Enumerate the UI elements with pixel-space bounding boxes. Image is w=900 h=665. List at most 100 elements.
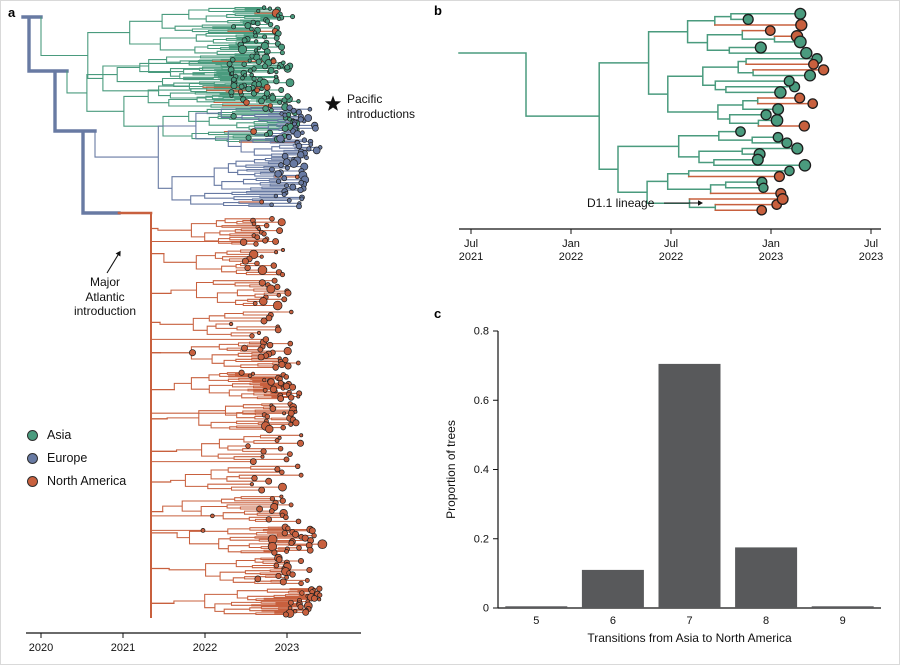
tree-tip — [297, 603, 304, 610]
tree-tip — [255, 58, 262, 65]
x-axis-tick-label: 2021 — [111, 642, 135, 654]
tree-tip — [284, 165, 290, 171]
x-axis-tick-year: 2022 — [659, 251, 683, 263]
tree-tip — [269, 496, 276, 502]
tree-tip — [317, 597, 322, 602]
tree-tip — [254, 260, 260, 267]
x-axis-tick-label: 6 — [610, 615, 616, 627]
tree-tip — [295, 518, 302, 525]
tree-tip — [262, 63, 268, 70]
tree-tip — [272, 364, 279, 371]
tree-tip — [284, 289, 292, 297]
tree-tip — [296, 439, 305, 447]
x-axis-tick-year: 2022 — [559, 251, 583, 263]
tree-tip — [276, 65, 281, 70]
tree-tip — [793, 35, 807, 49]
d11-lineage-annotation: D1.1 lineage — [587, 196, 655, 210]
x-axis-tick-month: Jul — [664, 238, 678, 250]
tree-tip — [274, 69, 279, 75]
x-axis-tick-label: 9 — [840, 615, 846, 627]
tree-tip — [285, 525, 291, 531]
panel-a-label: a — [8, 5, 16, 20]
tree-tip — [294, 174, 300, 180]
tree-tip — [773, 170, 785, 183]
tree-tip — [249, 26, 254, 32]
tree-tip — [267, 21, 274, 28]
tree-tip — [281, 175, 288, 182]
tree-tip — [269, 216, 275, 222]
tree-tip — [249, 458, 257, 465]
tree-tip — [794, 92, 806, 104]
x-axis-tick-label: 8 — [763, 615, 769, 627]
x-axis-tick-label: 5 — [533, 615, 539, 627]
tree-tip — [764, 25, 776, 37]
europe-color-dot — [27, 452, 38, 464]
tree-tip — [238, 44, 247, 54]
tree-tip — [267, 378, 275, 386]
tree-tip — [784, 165, 795, 177]
y-axis-tick-label: 0.8 — [474, 326, 489, 338]
tree-tip — [297, 116, 304, 123]
tree-tip — [298, 472, 304, 478]
tree-tip — [283, 158, 291, 166]
tree-branches — [21, 15, 121, 215]
tree-tip — [316, 585, 323, 592]
tree-tip — [311, 532, 317, 539]
tree-tip — [272, 238, 280, 245]
tree-tip — [282, 411, 287, 416]
bar — [581, 569, 644, 608]
tree-tip — [259, 86, 264, 92]
tree-tip — [259, 199, 265, 205]
tree-tip — [776, 193, 789, 205]
tree-tip — [298, 580, 304, 587]
tree-tip — [260, 454, 265, 459]
annotation-line: Pacific — [347, 92, 383, 106]
tree-tip — [250, 371, 256, 376]
tree-tip — [259, 297, 268, 306]
star-icon — [324, 95, 342, 111]
tree-tip — [298, 557, 305, 564]
x-axis-tick-month: Jan — [762, 238, 780, 250]
tree-tip — [274, 283, 281, 290]
x-axis-tick-year: 2023 — [759, 251, 783, 263]
tree-tip — [251, 66, 257, 72]
tree-tip — [274, 170, 282, 178]
tree-tip — [287, 409, 295, 417]
x-axis-tick-label: 7 — [686, 615, 692, 627]
tree-tip — [291, 530, 300, 538]
tree-tip — [276, 16, 282, 22]
tree-tip — [269, 405, 277, 412]
tree-tip — [274, 74, 278, 79]
tree-tip — [267, 67, 275, 74]
tree-tip — [756, 204, 768, 216]
tree-tip — [262, 336, 270, 343]
tree-tip — [281, 530, 288, 537]
tree-tip — [264, 18, 270, 24]
tree-tip — [296, 203, 302, 210]
tree-tip — [275, 556, 283, 563]
tree-tip — [256, 46, 261, 51]
tree-tip — [290, 14, 296, 20]
tree-tip — [311, 595, 318, 602]
tree-tip — [226, 61, 233, 67]
tree-tip — [278, 482, 287, 492]
tree-tip — [297, 151, 305, 159]
tree-tip — [282, 112, 288, 118]
tree-tip — [317, 539, 328, 550]
tree-tip — [312, 146, 321, 155]
tree-tip — [304, 155, 309, 161]
tree-tip — [243, 73, 247, 78]
tree-tip — [808, 58, 819, 70]
tree-tip — [302, 608, 310, 616]
tree-tip — [262, 377, 267, 383]
tree-tip — [230, 113, 237, 120]
x-axis-tick-month: Jan — [562, 238, 580, 250]
tree-tip — [266, 284, 276, 294]
tree-tip — [807, 98, 819, 109]
tree-tip — [760, 109, 772, 121]
tree-tip — [295, 360, 301, 366]
tree-tip — [772, 103, 785, 116]
tree-tip — [249, 333, 255, 339]
tree-tip — [278, 162, 284, 168]
tree-tip — [238, 369, 245, 376]
